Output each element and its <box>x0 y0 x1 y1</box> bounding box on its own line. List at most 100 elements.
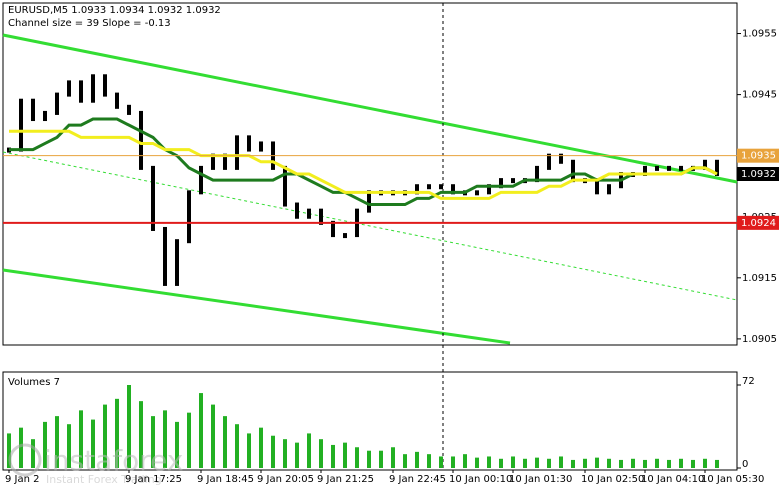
candle <box>343 233 347 239</box>
volume-bar <box>7 433 11 468</box>
x-tick-label: 9 Jan 20:05 <box>257 474 314 485</box>
volume-bar <box>79 410 83 468</box>
volume-bar <box>283 439 287 468</box>
volume-bar <box>187 412 191 468</box>
volume-bar <box>715 459 719 468</box>
volume-bar <box>55 416 59 468</box>
candle <box>31 98 35 122</box>
candle <box>163 226 167 286</box>
volume-bar <box>451 456 455 468</box>
volume-bar <box>559 456 563 468</box>
candle <box>139 110 143 170</box>
volume-bar <box>595 457 599 468</box>
volume-bar <box>427 454 431 468</box>
volume-pane <box>2 371 738 471</box>
x-tick-label: 10 Jan 05:30 <box>701 474 764 485</box>
volume-bar <box>583 458 587 468</box>
volume-bar <box>235 424 239 468</box>
candle <box>703 159 707 170</box>
volume-bar <box>295 442 299 468</box>
watermark-logo <box>8 443 42 477</box>
volume-bar <box>247 433 251 468</box>
volume-bar <box>331 444 335 468</box>
y-tick-label: 1.0955 <box>742 29 777 40</box>
candle <box>607 184 611 195</box>
candle <box>79 80 83 103</box>
x-tick-label: 9 Jan 2 <box>5 474 40 485</box>
volume-bar <box>259 427 263 468</box>
volume-bar <box>535 457 539 468</box>
volume-bar <box>175 421 179 468</box>
candle <box>187 190 191 244</box>
candle <box>115 92 119 109</box>
volume-bar <box>643 459 647 468</box>
level-box <box>737 148 779 163</box>
candle <box>559 153 563 164</box>
volume-bar <box>199 393 203 468</box>
candle <box>259 141 263 152</box>
candle <box>475 190 479 196</box>
volume-bar <box>379 450 383 468</box>
candle <box>295 202 299 219</box>
candle <box>427 184 431 190</box>
volume-bar <box>487 456 491 468</box>
y-tick-label: 1.0945 <box>742 90 777 101</box>
candle <box>91 74 95 103</box>
volume-bar <box>571 459 575 468</box>
candle <box>211 153 215 170</box>
x-tick-label: 9 Jan 17:25 <box>125 474 182 485</box>
volume-bar <box>271 435 275 468</box>
candle <box>199 165 203 195</box>
volume-bar <box>607 458 611 468</box>
candle <box>655 165 659 171</box>
candle <box>439 184 443 190</box>
volume-bar <box>691 459 695 468</box>
volume-bar <box>439 456 443 468</box>
volume-bar <box>43 421 47 468</box>
candle <box>667 165 671 171</box>
level-box <box>737 215 779 230</box>
volume-bar <box>475 457 479 468</box>
candle <box>43 110 47 122</box>
candle <box>595 178 599 195</box>
volume-bar <box>655 458 659 468</box>
candle <box>643 165 647 176</box>
volume-bar <box>127 385 131 468</box>
candle <box>415 184 419 195</box>
watermark-brand: instaforex <box>44 444 183 477</box>
level-box <box>737 167 779 181</box>
x-tick-label: 9 Jan 18:45 <box>197 474 254 485</box>
candle <box>499 178 503 189</box>
candle <box>535 165 539 183</box>
candle <box>367 190 371 213</box>
volume-bar <box>523 458 527 468</box>
candle <box>679 165 683 171</box>
x-tick-label: 10 Jan 02:50 <box>581 474 644 485</box>
y-tick-label: 1.0905 <box>742 334 777 345</box>
channel-upper <box>2 33 738 184</box>
x-tick-label: 9 Jan 22:45 <box>389 474 446 485</box>
watermark-tagline: Instant Forex Trading <box>46 473 162 486</box>
volume-bar <box>307 433 311 468</box>
x-tick-label: 9 Jan 21:25 <box>317 474 374 485</box>
volume-bar <box>343 442 347 468</box>
x-tick-label: 10 Jan 00:10 <box>449 474 512 485</box>
watermark: instaforex Instant Forex Trading <box>8 443 183 486</box>
candle <box>19 98 23 152</box>
candle <box>247 135 251 152</box>
candle <box>511 178 515 184</box>
channel-info: Channel size = 39 Slope = -0.13 <box>8 18 171 29</box>
channel-lower <box>2 268 511 345</box>
volume-bar <box>679 458 683 468</box>
candle <box>715 159 719 176</box>
candle <box>319 208 323 225</box>
candle <box>67 80 71 97</box>
volume-bar <box>415 451 419 468</box>
volume-bar <box>163 410 167 468</box>
candle <box>283 165 287 207</box>
volume-bar <box>139 401 143 468</box>
y-tick-label: 72 <box>742 376 755 387</box>
candle <box>487 184 491 195</box>
volume-bar <box>151 416 155 468</box>
candle <box>151 165 155 231</box>
